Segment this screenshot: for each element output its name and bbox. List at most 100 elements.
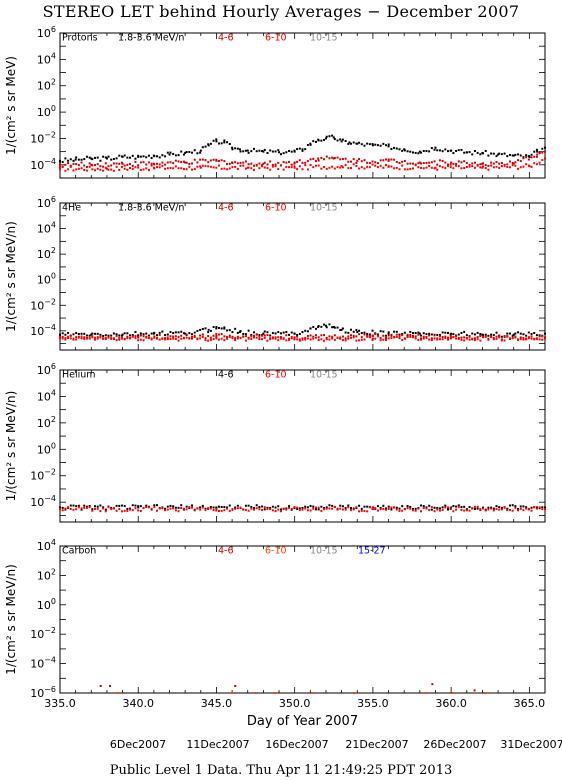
data-point: [196, 152, 199, 155]
data-point: [332, 325, 335, 328]
y-tick-label: 100: [37, 441, 56, 456]
data-point: [457, 333, 460, 336]
data-point: [158, 166, 161, 169]
data-point: [274, 163, 277, 166]
data-point: [487, 164, 490, 167]
data-point: [304, 329, 307, 332]
data-point: [201, 335, 204, 338]
legend-entry: 15-27: [358, 545, 386, 556]
data-point: [387, 165, 390, 168]
data-point: [285, 508, 288, 511]
data-point: [223, 141, 226, 144]
data-point: [215, 159, 218, 162]
data-point: [382, 338, 385, 341]
data-point: [212, 326, 215, 329]
data-point: [533, 150, 536, 153]
data-point: [59, 163, 61, 166]
data-point: [444, 161, 447, 164]
data-point: [72, 504, 75, 507]
data-point: [353, 692, 356, 694]
data-point: [441, 150, 444, 153]
data-point: [282, 507, 285, 510]
data-point: [298, 159, 301, 162]
data-point: [153, 504, 156, 507]
data-point: [527, 158, 530, 161]
data-point: [409, 150, 412, 153]
data-point: [314, 327, 317, 330]
data-point: [64, 157, 67, 160]
data-point: [199, 506, 202, 509]
data-point: [139, 510, 142, 513]
data-point: [91, 168, 94, 171]
data-point: [511, 164, 514, 167]
data-point: [527, 164, 530, 167]
data-point: [379, 159, 382, 162]
data-point: [131, 335, 134, 338]
data-point: [107, 168, 110, 171]
data-point: [473, 150, 476, 153]
data-point: [371, 508, 374, 511]
data-point: [94, 336, 97, 339]
data-point: [390, 165, 393, 168]
data-point: [199, 508, 202, 511]
data-point: [271, 150, 274, 153]
data-point: [484, 692, 487, 694]
data-point: [314, 140, 317, 143]
data-point: [460, 331, 463, 334]
data-point: [126, 156, 129, 159]
data-point: [438, 165, 441, 168]
data-point: [492, 334, 495, 337]
data-point: [282, 168, 285, 171]
x-tick-label: 345.0: [201, 697, 233, 710]
data-point: [465, 509, 468, 512]
data-point: [476, 336, 479, 339]
data-point: [231, 335, 234, 338]
data-point: [242, 508, 245, 511]
data-point: [508, 504, 511, 507]
data-point: [166, 333, 169, 336]
data-point: [247, 504, 250, 507]
data-point: [511, 334, 514, 337]
legend-entry: 10-15: [310, 545, 338, 556]
data-point: [258, 338, 261, 341]
data-point: [204, 337, 207, 340]
data-point: [498, 336, 501, 339]
data-point: [503, 163, 506, 166]
data-point: [258, 334, 261, 337]
data-point: [314, 164, 317, 167]
data-point: [449, 334, 452, 337]
data-point: [69, 507, 72, 510]
data-point: [471, 165, 474, 168]
data-point: [535, 155, 538, 158]
data-point: [269, 507, 272, 510]
data-point: [498, 152, 501, 155]
data-point: [387, 331, 390, 334]
data-point: [473, 333, 476, 336]
date-label: 21Dec2007: [345, 738, 409, 751]
data-point: [96, 332, 99, 335]
data-point: [193, 168, 196, 171]
data-point: [279, 336, 282, 339]
data-point: [331, 134, 334, 137]
data-point: [184, 332, 187, 335]
y-tick-label: 10−4: [30, 494, 56, 509]
y-tick-label: 104: [37, 538, 56, 553]
data-point: [279, 153, 282, 156]
data-point: [104, 338, 107, 341]
data-point: [145, 506, 148, 509]
legend-entry: 6-10: [265, 202, 287, 213]
data-point: [61, 165, 64, 168]
data-point: [129, 167, 132, 170]
data-point: [457, 505, 460, 508]
data-point: [482, 162, 485, 165]
data-point: [368, 162, 371, 165]
data-point: [366, 165, 369, 168]
data-point: [131, 154, 134, 157]
data-point: [212, 508, 215, 511]
data-point: [61, 509, 64, 512]
data-point: [150, 156, 153, 159]
data-point: [331, 156, 334, 159]
data-point: [150, 162, 153, 165]
data-point: [490, 152, 493, 155]
data-point: [129, 508, 132, 511]
